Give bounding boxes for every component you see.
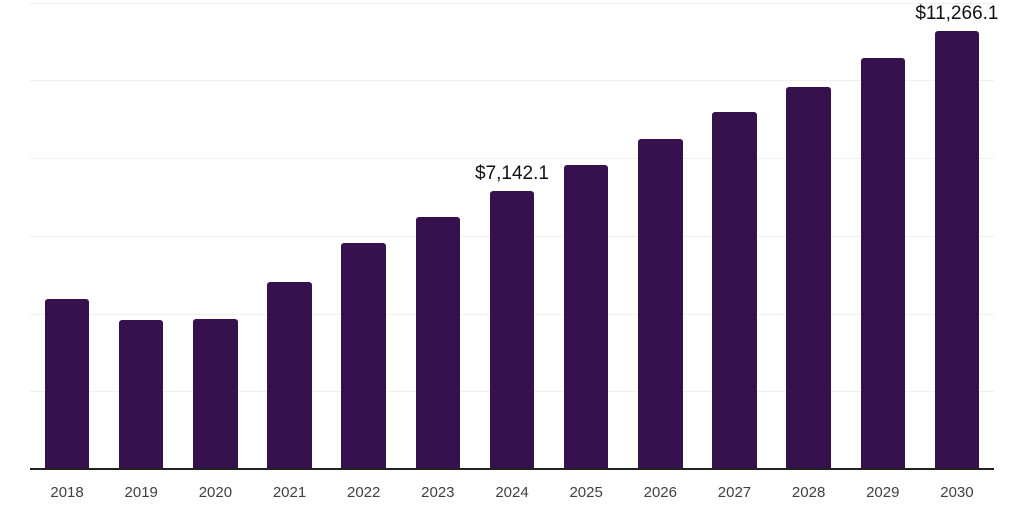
bar-2019 <box>118 319 164 469</box>
bar-2025 <box>563 164 609 469</box>
gridline <box>30 3 994 4</box>
x-tick-label-2018: 2018 <box>50 484 84 501</box>
bar-value-label-2030: $11,266.1 <box>915 3 999 25</box>
x-tick-label-2023: 2023 <box>421 484 455 501</box>
bar-2021 <box>267 282 312 469</box>
bar-2030 <box>934 31 980 469</box>
gridline <box>30 80 994 81</box>
bar-2023 <box>415 217 461 469</box>
bar-2018 <box>44 299 90 469</box>
x-tick-label-2024: 2024 <box>495 484 529 501</box>
x-tick-label-2028: 2028 <box>791 484 826 501</box>
x-tick-label-2026: 2026 <box>643 484 677 501</box>
x-tick-label-2029: 2029 <box>866 484 900 501</box>
bar-2028 <box>786 87 831 469</box>
bar-2024 <box>489 191 535 469</box>
bar-2026 <box>638 138 683 469</box>
x-tick-label-2020: 2020 <box>198 484 233 501</box>
gridline <box>30 158 994 159</box>
x-tick-label-2030: 2030 <box>940 484 974 501</box>
x-tick-label-2019: 2019 <box>124 484 158 501</box>
bar-2020 <box>193 318 238 469</box>
bar-value-label-2024: $7,142.1 <box>475 163 549 185</box>
x-tick-label-2021: 2021 <box>272 484 307 501</box>
x-tick-label-2022: 2022 <box>347 484 381 501</box>
x-tick-label-2025: 2025 <box>569 484 603 501</box>
bar-2029 <box>860 58 906 469</box>
x-axis-line <box>30 468 994 470</box>
x-tick-label-2027: 2027 <box>717 484 752 501</box>
bar-2022 <box>341 242 386 469</box>
bar-2027 <box>712 112 757 469</box>
